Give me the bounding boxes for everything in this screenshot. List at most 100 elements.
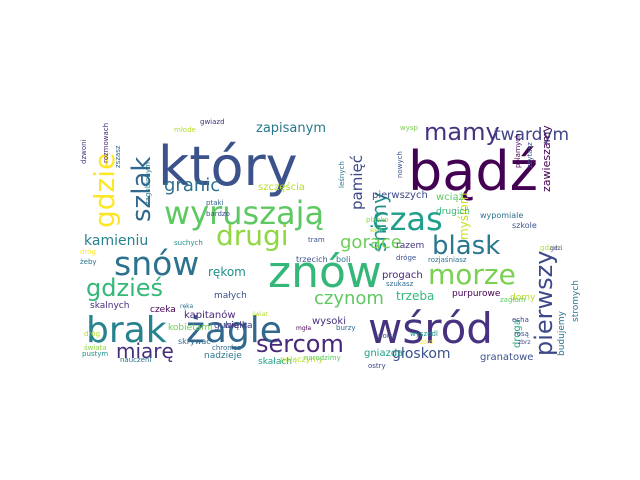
word: rozjaśniasz <box>428 256 467 264</box>
word: bardzo <box>206 210 230 218</box>
word: sercom <box>256 330 344 358</box>
word: zawieszamy <box>540 125 553 192</box>
word: blask <box>432 231 500 261</box>
word: żeby <box>80 258 97 266</box>
word: kapitanów <box>184 309 236 321</box>
word: bądź <box>408 140 538 203</box>
word: twardym <box>494 125 569 145</box>
word: czas <box>372 200 443 238</box>
word: rosą <box>514 330 529 338</box>
word: młode <box>174 126 196 134</box>
word: gdzieś <box>86 274 163 302</box>
word: granic <box>164 175 220 196</box>
word: głoskom <box>392 346 451 362</box>
word: gwiazd <box>200 118 225 126</box>
word: wyruszają <box>164 194 324 232</box>
word: mamy <box>424 118 500 146</box>
word: nauczeni <box>120 356 151 364</box>
word: połączymy <box>280 355 323 364</box>
word: stromych <box>571 280 581 322</box>
word: granatowe <box>480 352 533 363</box>
word: polarnych <box>514 133 522 168</box>
word: gubią <box>214 321 240 331</box>
word: chronisz <box>212 344 241 352</box>
word: mgła <box>296 325 311 332</box>
word: miarę <box>116 339 174 363</box>
word: leśnych <box>338 161 346 188</box>
word: ręka <box>180 303 194 310</box>
word: dróg <box>84 330 100 338</box>
word: pustym <box>82 350 108 358</box>
word: zagubionym <box>144 162 152 205</box>
word: trzecich <box>296 255 328 264</box>
word: skalnych <box>90 301 129 311</box>
word: echa <box>512 316 529 324</box>
word: rękom <box>208 265 246 279</box>
word: szkole <box>512 221 537 230</box>
word: progach <box>382 270 423 281</box>
word: kamieniu <box>84 233 148 249</box>
word: narodzimy <box>304 354 341 362</box>
word: świat <box>252 311 268 318</box>
word: dróg <box>80 248 96 256</box>
word: zapisanym <box>256 121 326 136</box>
word: trzeba <box>396 289 434 303</box>
word: skałach <box>258 357 292 367</box>
word: skrywać <box>178 336 211 346</box>
word: drugich <box>436 207 470 217</box>
word: żagle <box>186 310 282 351</box>
word: nadzieje <box>204 351 242 361</box>
word: szczęścia <box>258 181 305 193</box>
word: droga <box>512 319 523 348</box>
word: zżytasz <box>526 142 534 168</box>
word: gdzie <box>88 153 121 228</box>
word: gniazda <box>364 348 403 359</box>
word: znów <box>268 247 382 298</box>
word: wyszedl <box>410 330 438 338</box>
word: kobietami <box>168 323 212 333</box>
word: śnimy <box>367 192 391 252</box>
word: wciąż <box>436 192 464 203</box>
word: małych <box>214 291 247 301</box>
word: wypomiale <box>480 211 523 220</box>
word: płasko <box>366 216 388 224</box>
word: boli <box>336 255 350 264</box>
word: snów <box>114 244 199 283</box>
word: purpurowe <box>452 289 501 299</box>
word: zórd <box>420 339 433 346</box>
word: wśród <box>368 304 493 353</box>
word: świata <box>84 344 107 352</box>
word: wysoki <box>312 316 346 327</box>
word: nowych <box>396 151 404 178</box>
word: zszasz <box>114 145 122 168</box>
word: poisz <box>378 332 396 340</box>
word: domy <box>510 293 536 303</box>
word: burzy <box>336 324 356 332</box>
word: myślom <box>457 193 471 240</box>
word: pierwszych <box>372 190 428 201</box>
word: sień <box>370 227 382 234</box>
word: dróge <box>396 254 416 262</box>
word: brak <box>86 310 167 351</box>
word: razem <box>396 241 424 251</box>
word: czynom <box>314 288 384 309</box>
word: ostry <box>368 362 386 370</box>
word: szukasz <box>386 280 414 288</box>
word: pierwszy <box>530 251 558 356</box>
word: drugi <box>216 219 289 252</box>
word: pamięć <box>348 155 366 210</box>
word: szlak <box>127 157 157 222</box>
word: budujemy <box>557 310 567 356</box>
word: który <box>158 135 298 198</box>
word: suchych <box>174 239 203 247</box>
word: ptaki <box>206 199 224 207</box>
word: gorące <box>340 232 402 253</box>
word: rozmowach <box>102 123 110 163</box>
word: gdzi <box>550 245 563 252</box>
word: dzwoni <box>80 139 88 164</box>
word: zagłom <box>500 296 526 304</box>
word: czeka <box>150 305 176 315</box>
word: wielka <box>224 321 252 331</box>
word: tram <box>308 236 325 244</box>
